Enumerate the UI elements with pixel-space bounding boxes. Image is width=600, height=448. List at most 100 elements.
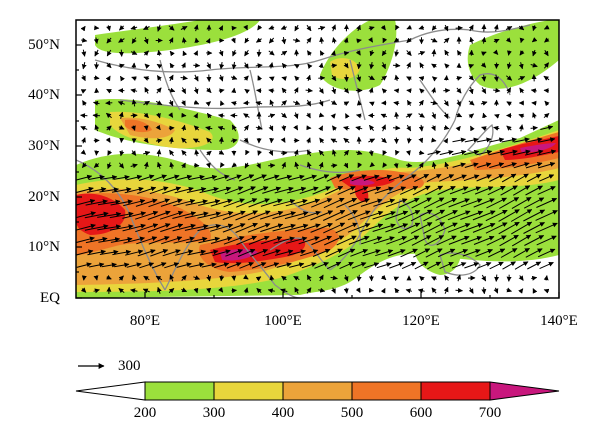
vector-arrow (538, 137, 556, 143)
vector-arrow (394, 74, 400, 82)
vector-arrow (294, 286, 300, 294)
vector-arrow (245, 149, 250, 156)
vector-arrow (435, 210, 458, 221)
vector-arrow (150, 249, 169, 257)
vector-arrow (156, 161, 162, 169)
vector-arrow (143, 37, 149, 45)
vector-arrow (532, 49, 537, 57)
vector-arrow (524, 235, 545, 246)
vector-arrow (181, 100, 186, 106)
vector-arrow (397, 222, 421, 234)
vector-arrow (155, 124, 161, 131)
vector-arrow (498, 221, 520, 235)
vector-arrow (272, 223, 296, 232)
vector-arrow (423, 222, 445, 234)
vector-arrow (201, 174, 218, 181)
vector-arrow (280, 137, 286, 143)
vector-arrow (294, 24, 300, 32)
vector-arrow (430, 100, 438, 106)
vector-arrow (306, 112, 311, 119)
vector-arrow (188, 174, 205, 181)
vector-arrow (418, 76, 425, 81)
vector-arrow (193, 24, 199, 32)
vector-arrow (355, 50, 361, 56)
vector-arrow (130, 163, 138, 169)
vector-arrow (539, 261, 554, 270)
vector-arrow (323, 222, 346, 234)
vector-arrow (210, 223, 234, 232)
vector-arrow (381, 50, 387, 57)
vector-arrow (243, 75, 249, 81)
vector-arrow (230, 138, 238, 144)
vector-arrow (431, 287, 437, 294)
vector-arrow (447, 223, 471, 233)
vector-arrow (543, 288, 550, 294)
vector-arrow (85, 199, 108, 206)
vector-arrow (239, 262, 254, 269)
vector-arrow (148, 198, 170, 208)
vector-arrow (468, 287, 474, 294)
vector-arrow (397, 210, 421, 221)
vector-arrow (298, 236, 320, 245)
colorbar-label-600: 600 (409, 405, 433, 421)
vector-arrow (231, 61, 237, 70)
vector-arrow (156, 87, 162, 94)
vector-arrow (543, 113, 550, 119)
colorbar-label-500: 500 (340, 405, 364, 421)
vector-arrow (247, 210, 271, 221)
vector-arrow (507, 50, 512, 56)
vector-arrow (81, 137, 86, 144)
vector-arrow (231, 124, 237, 132)
vector-arrow (532, 288, 538, 294)
vector-arrow (263, 174, 280, 181)
vector-arrow (119, 150, 125, 157)
vector-arrow (143, 161, 149, 170)
vector-arrow (452, 137, 466, 143)
vector-arrow (205, 38, 211, 44)
vector-arrow (443, 99, 449, 107)
vector-arrow (443, 286, 449, 294)
vector-arrow (237, 248, 256, 257)
vector-arrow (185, 236, 208, 244)
vector-arrow (426, 173, 442, 183)
vector-arrow (92, 113, 101, 119)
vector-arrow (537, 248, 556, 258)
vector-arrow (513, 137, 530, 143)
vector-arrow (268, 88, 275, 94)
vector-arrow (85, 236, 108, 244)
vector-arrow (369, 50, 375, 57)
vector-arrow (247, 223, 271, 233)
vector-arrow (431, 87, 436, 94)
vector-arrow (464, 262, 480, 269)
vector-arrow (410, 222, 433, 234)
vector-arrow (122, 223, 146, 232)
vector-arrow (80, 25, 86, 32)
vector-arrow (250, 248, 269, 257)
vector-arrow (181, 137, 187, 144)
vector-arrow (519, 50, 525, 56)
vector-arrow (198, 199, 221, 206)
vector-arrow (480, 62, 487, 68)
vector-arrow (431, 112, 436, 120)
vector-arrow (493, 38, 500, 44)
vector-arrow (118, 275, 124, 281)
vector-arrow (281, 100, 287, 106)
vector-arrow (193, 74, 199, 82)
vector-arrow (486, 197, 507, 209)
vector-arrow (526, 173, 542, 183)
vector-arrow (199, 186, 219, 194)
vector-arrow (451, 174, 467, 182)
vector-arrow (131, 37, 137, 44)
vector-arrow (76, 198, 96, 206)
vector-arrow (392, 62, 401, 68)
vector-arrow (243, 124, 249, 131)
vector-arrow (447, 210, 471, 221)
vector-arrow (343, 101, 350, 107)
vector-arrow (506, 62, 512, 70)
vector-arrow (406, 76, 412, 82)
vector-arrow (335, 222, 358, 234)
vector-arrow (130, 50, 138, 55)
vector-arrow (456, 76, 463, 81)
vector-arrow (355, 287, 361, 294)
vector-arrow (262, 249, 281, 257)
